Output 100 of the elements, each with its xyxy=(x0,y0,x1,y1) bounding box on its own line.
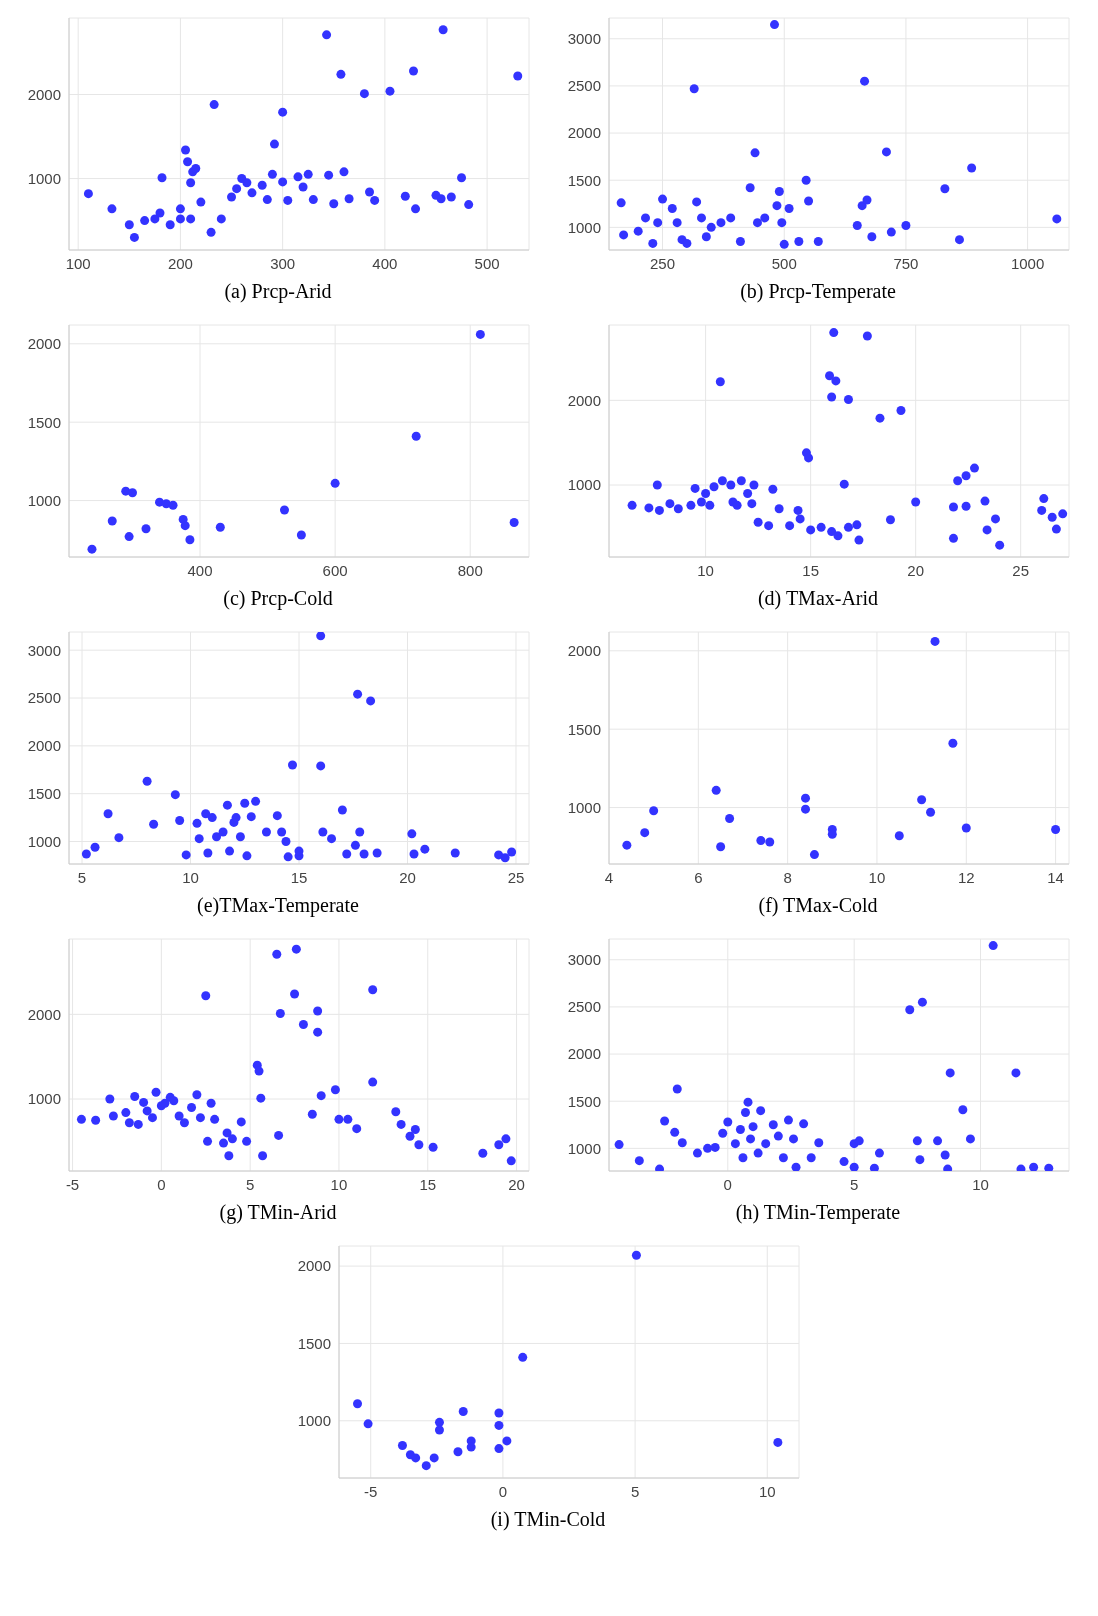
text: (b) Prcp-Temperate xyxy=(740,280,896,303)
y-tick-label: 2000 xyxy=(27,1005,61,1023)
point xyxy=(518,1352,528,1362)
point xyxy=(372,848,382,858)
x-tick-label: 10 xyxy=(868,868,886,886)
point xyxy=(232,184,242,194)
point xyxy=(783,1115,793,1125)
point xyxy=(743,1097,753,1107)
y-tick-label: 2000 xyxy=(567,642,601,660)
point xyxy=(318,827,328,837)
point xyxy=(753,1148,763,1158)
point xyxy=(640,828,650,838)
point xyxy=(269,139,279,149)
point xyxy=(421,1461,431,1471)
point xyxy=(917,997,927,1007)
point xyxy=(761,1139,771,1149)
point xyxy=(175,204,185,214)
point xyxy=(494,1420,504,1430)
point xyxy=(409,849,419,859)
point xyxy=(894,831,904,841)
point xyxy=(801,175,811,185)
text: (e)TMax-Temperate xyxy=(197,894,359,917)
point xyxy=(692,1148,702,1158)
x-tick-label: 6 xyxy=(694,868,703,886)
text: (g) TMin-Arid xyxy=(219,1201,337,1224)
point xyxy=(718,1128,728,1138)
point xyxy=(748,1122,758,1132)
point xyxy=(370,195,380,205)
x-tick-label: 750 xyxy=(893,254,919,272)
point xyxy=(209,100,219,110)
point xyxy=(261,827,271,837)
point xyxy=(799,1119,809,1129)
point xyxy=(852,220,862,230)
point xyxy=(366,696,376,706)
point xyxy=(150,214,160,224)
point xyxy=(988,941,998,951)
point xyxy=(682,238,692,248)
point xyxy=(408,66,418,76)
point xyxy=(915,1155,925,1165)
point xyxy=(279,505,289,515)
point xyxy=(777,218,787,228)
x-tick-label: 5 xyxy=(245,1175,255,1193)
x-tick-label: 5 xyxy=(630,1482,640,1500)
x-tick-label: 0 xyxy=(498,1482,508,1500)
point xyxy=(353,689,363,699)
point xyxy=(168,500,178,510)
point xyxy=(196,197,206,207)
point xyxy=(251,796,261,806)
point xyxy=(240,798,250,808)
point xyxy=(277,827,287,837)
point xyxy=(784,204,794,213)
point xyxy=(1044,1163,1054,1171)
point xyxy=(247,188,257,198)
x-tick-label: 400 xyxy=(187,561,213,579)
x-tick-label: 15 xyxy=(290,868,308,886)
point xyxy=(191,163,201,173)
point xyxy=(235,832,245,842)
point xyxy=(616,198,626,208)
point xyxy=(149,819,159,829)
point xyxy=(716,218,726,228)
point xyxy=(961,823,971,833)
y-tick-label: 1500 xyxy=(567,1092,601,1110)
point xyxy=(770,20,779,30)
x-tick-label: -5 xyxy=(364,1482,378,1500)
text: (h) TMin-Temperate xyxy=(735,1201,901,1224)
point xyxy=(278,107,288,117)
point xyxy=(801,793,811,803)
point xyxy=(140,216,150,226)
point xyxy=(730,1139,740,1149)
point xyxy=(667,204,677,213)
point xyxy=(943,1164,953,1171)
point xyxy=(207,813,217,823)
point xyxy=(283,852,293,862)
point xyxy=(365,187,375,197)
point xyxy=(157,173,167,183)
point xyxy=(502,1436,512,1446)
point xyxy=(926,807,936,817)
point xyxy=(201,809,211,819)
point xyxy=(322,30,332,40)
point xyxy=(677,1138,687,1148)
point xyxy=(242,851,252,861)
point xyxy=(867,232,877,242)
point xyxy=(400,191,410,201)
point xyxy=(324,170,334,180)
point xyxy=(905,1005,915,1015)
point xyxy=(155,208,165,218)
point xyxy=(216,214,226,224)
point xyxy=(930,636,940,646)
point xyxy=(760,213,770,223)
point xyxy=(789,1134,799,1144)
point xyxy=(655,1164,665,1171)
point xyxy=(860,76,870,86)
point xyxy=(912,1136,922,1146)
point xyxy=(773,1437,783,1447)
x-tick-label: 10 xyxy=(697,561,714,579)
point xyxy=(215,522,225,532)
point xyxy=(779,239,789,249)
point xyxy=(339,167,349,177)
point xyxy=(1052,214,1062,224)
point xyxy=(293,172,303,182)
